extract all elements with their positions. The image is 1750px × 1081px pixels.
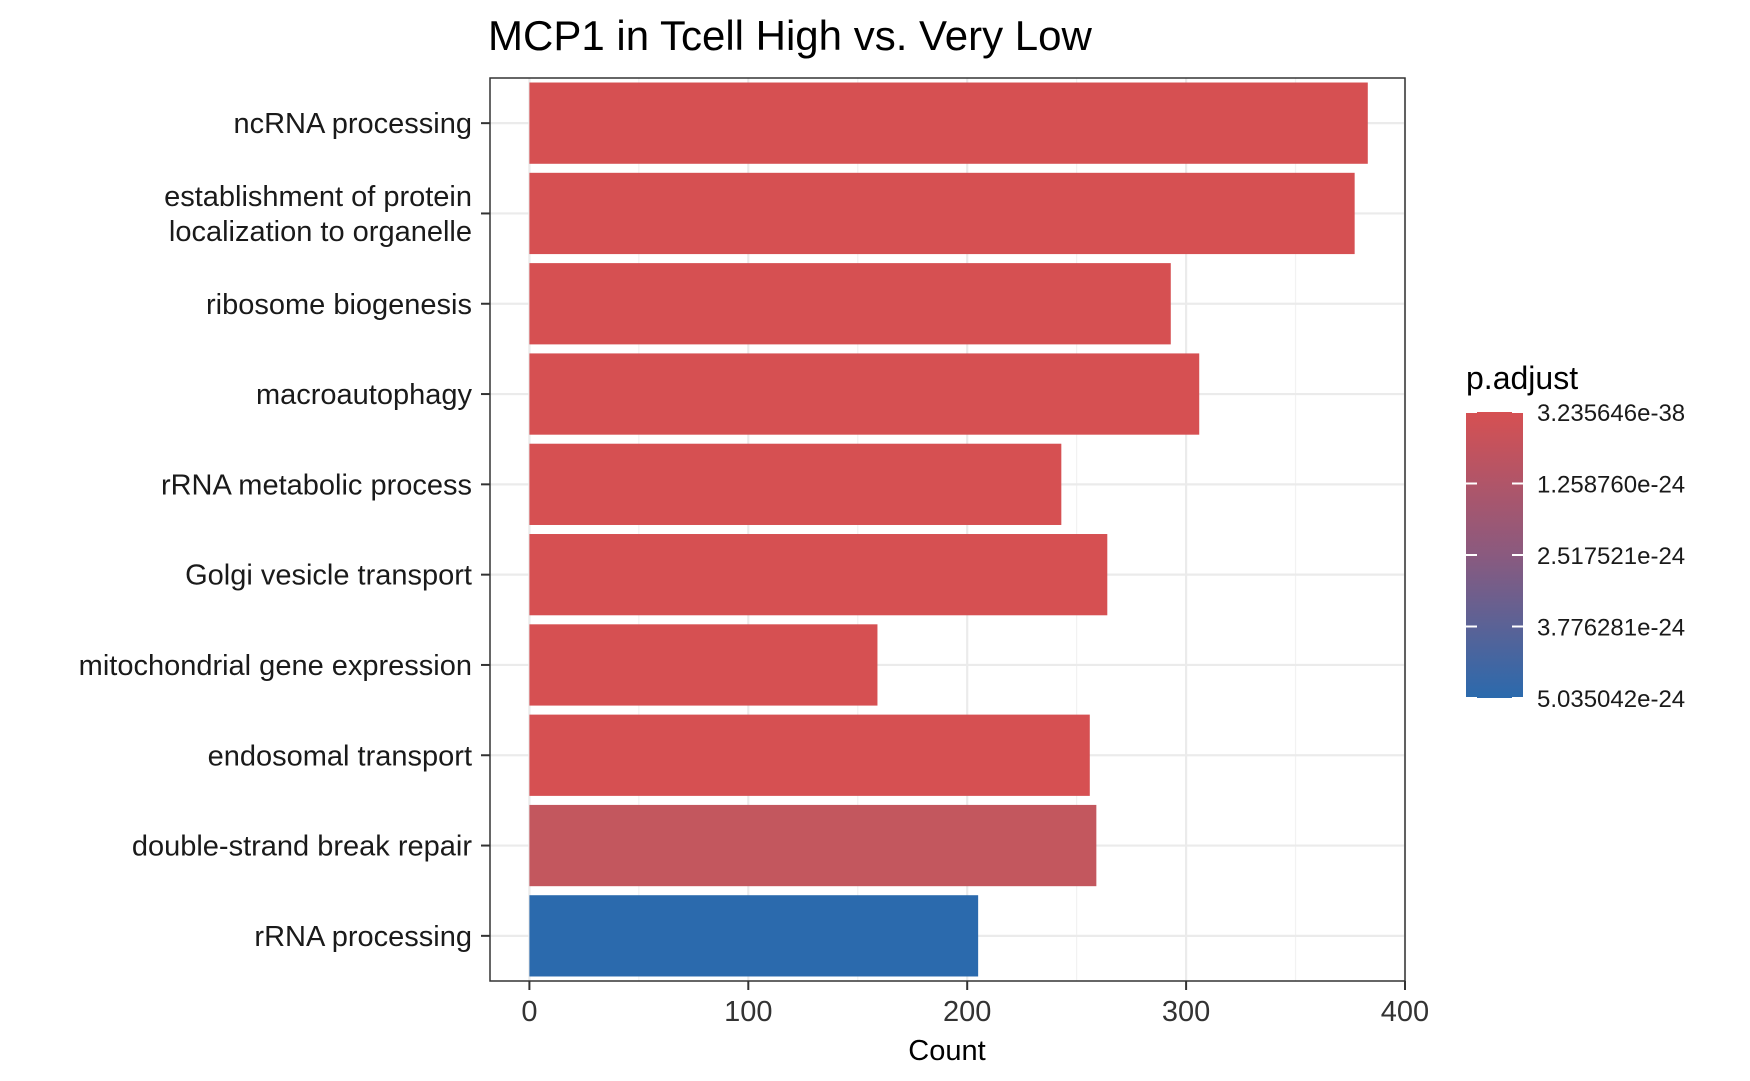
- legend-tick-label: 3.776281e-24: [1537, 615, 1685, 642]
- x-tick-label: 300: [1162, 996, 1210, 1028]
- x-axis-title: Count: [908, 1035, 985, 1067]
- bar: [529, 624, 878, 706]
- legend-tick-label: 2.517521e-24: [1537, 543, 1685, 570]
- category-label: ribosome biogenesis: [206, 289, 472, 321]
- y-axis: ncRNA processing establishment of protein…: [79, 108, 490, 953]
- category-label: establishment of protein: [164, 181, 472, 213]
- category-label: Golgi vesicle transport: [185, 560, 472, 592]
- x-axis: 0 100 200 300 400: [521, 981, 1429, 1028]
- category-label: endosomal transport: [208, 740, 472, 772]
- bar: [529, 172, 1355, 255]
- bar: [529, 443, 1062, 525]
- category-label: ncRNA processing: [233, 108, 472, 140]
- bar: [529, 714, 1090, 796]
- category-label: rRNA metabolic process: [161, 469, 472, 501]
- x-tick-label: 400: [1381, 996, 1429, 1028]
- legend-ticks: 3.235646e-38 1.258760e-24 2.517521e-24 3.77…: [1466, 400, 1685, 713]
- plot-panel-border: [489, 77, 1406, 982]
- bar: [529, 804, 1097, 887]
- bar: [529, 82, 1368, 164]
- legend-title: p.adjust: [1466, 360, 1578, 396]
- x-tick-label: 0: [521, 996, 537, 1028]
- bar: [529, 534, 1108, 616]
- x-tick-label: 100: [724, 996, 772, 1028]
- legend-tick-label: 3.235646e-38: [1537, 400, 1685, 427]
- bars: [529, 82, 1368, 977]
- category-label: macroautophagy: [256, 379, 473, 411]
- legend-tick-label: 5.035042e-24: [1537, 686, 1685, 713]
- category-label: localization to organelle: [169, 216, 472, 248]
- bar: [529, 353, 1200, 435]
- bar: [529, 263, 1171, 345]
- category-label: double-strand break repair: [132, 831, 472, 863]
- bar: [529, 895, 979, 977]
- category-label: mitochondrial gene expression: [79, 650, 472, 682]
- chart-title: MCP1 in Tcell High vs. Very Low: [488, 12, 1092, 59]
- x-tick-label: 200: [943, 996, 991, 1028]
- legend: p.adjust 3.235646e-38 1.258760e-24 2.51752…: [1466, 360, 1685, 713]
- category-label: rRNA processing: [254, 921, 472, 953]
- legend-tick-label: 1.258760e-24: [1537, 472, 1685, 499]
